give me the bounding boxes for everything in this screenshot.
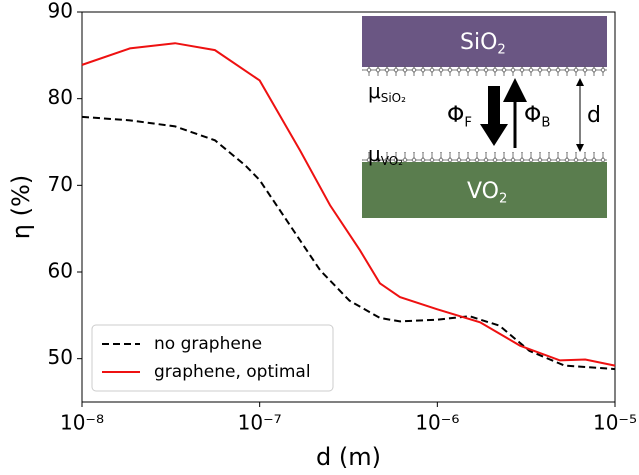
inset-label-sub: 2 [497, 43, 505, 58]
y-tick-label: 60 [48, 259, 73, 283]
x-tick-label: 10⁻⁶ [415, 411, 459, 435]
inset-label-sub: VO₂ [381, 154, 403, 168]
x-tick-label: 10⁻⁷ [238, 411, 282, 435]
line [81, 42, 616, 367]
inset-label-text: μ [368, 142, 381, 166]
vo2-block [362, 162, 607, 218]
inset-label-text: Φ [524, 103, 541, 128]
legend-label: graphene, optimal [154, 362, 311, 382]
inset-label: μVO₂ [368, 142, 403, 168]
y-tick-label: 70 [48, 172, 73, 196]
inset-label-text: μ [368, 79, 381, 103]
y-axis-label: η (%) [7, 175, 35, 239]
graphene-bottom [362, 152, 607, 162]
line [81, 115, 616, 371]
x-tick-label: 10⁻⁸ [60, 411, 104, 435]
inset-label: d [587, 103, 601, 128]
legend-box [91, 324, 334, 392]
inset-label-text: d [587, 103, 601, 128]
inset-label-sub: F [464, 116, 472, 131]
graphene-top [362, 66, 607, 76]
x-tick-label: 10⁻⁵ [593, 411, 637, 435]
legend-label: no graphene [154, 334, 262, 354]
y-tick-label: 80 [48, 85, 73, 109]
sio2-block [362, 16, 607, 67]
inset-label: ΦB [524, 103, 550, 131]
inset-label-text: VO [467, 179, 499, 204]
inset-label: VO2 [467, 179, 507, 207]
flux-forward-arrow [480, 86, 508, 146]
inset-label: μSiO₂ [368, 79, 406, 105]
inset-label-sub: 2 [499, 192, 507, 207]
y-tick-label: 50 [48, 345, 73, 369]
inset-label: SiO2 [460, 30, 506, 58]
inset-label: ΦF [447, 103, 472, 131]
y-tick-label: 90 [48, 0, 73, 23]
inset-label-text: SiO [460, 30, 497, 55]
plot-frame [81, 11, 616, 403]
x-axis-label: d (m) [316, 443, 381, 471]
inset-label-text: Φ [447, 103, 464, 128]
inset-label-sub: B [541, 116, 550, 131]
inset-label-sub: SiO₂ [381, 91, 406, 105]
